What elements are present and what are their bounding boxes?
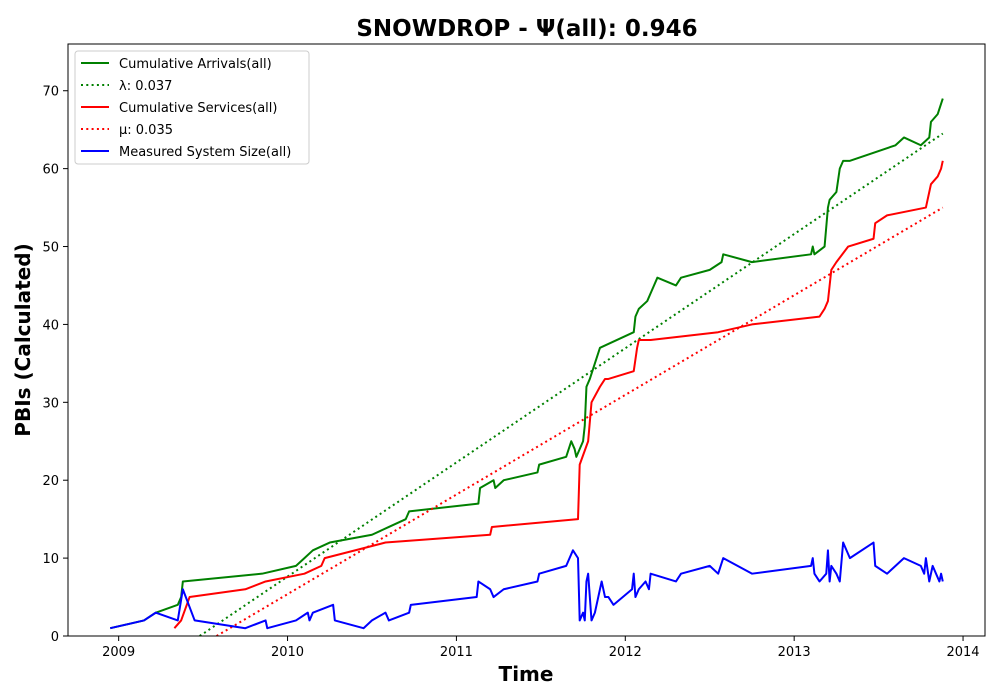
legend-label-0: Cumulative Arrivals(all): [119, 57, 272, 72]
legend-label-2: Cumulative Services(all): [119, 101, 277, 116]
x-axis-label: Time: [499, 662, 554, 686]
plot-area: [109, 98, 944, 636]
y-tick-label: 40: [42, 318, 59, 333]
y-tick-label: 10: [42, 552, 59, 567]
x-tick-label: 2011: [440, 645, 473, 660]
y-tick-label: 30: [42, 396, 59, 411]
x-tick-label: 2009: [102, 645, 135, 660]
x-tick-label: 2012: [609, 645, 642, 660]
axes: 2009 2010 2011 2012 2013 2014 0 10 20 30 40 50 60 70: [42, 85, 979, 660]
legend-label-3: μ: 0.035: [119, 123, 173, 138]
series-line-1: [199, 132, 944, 636]
series-line-4: [109, 541, 944, 630]
plot-frame: [67, 43, 986, 637]
y-tick-label: 20: [42, 474, 59, 489]
legend-label-1: λ: 0.037: [119, 79, 172, 94]
x-tick-label: 2013: [778, 645, 811, 660]
legend-box: [74, 50, 310, 165]
y-tick-label: 60: [42, 163, 59, 178]
y-axis-label: PBIs (Calculated): [11, 243, 35, 436]
y-tick-label: 0: [51, 630, 59, 645]
legend: Cumulative Arrivals(all) λ: 0.037 Cumulati…: [74, 50, 310, 165]
chart-title: SNOWDROP - Ψ(all): 0.946: [356, 16, 697, 42]
legend-label-4: Measured System Size(all): [119, 145, 291, 160]
x-tick-label: 2010: [271, 645, 304, 660]
y-tick-label: 50: [42, 241, 59, 256]
series-line-2: [173, 160, 944, 629]
series-line-0: [109, 98, 944, 630]
x-tick-label: 2014: [946, 645, 979, 660]
y-tick-label: 70: [42, 85, 59, 100]
